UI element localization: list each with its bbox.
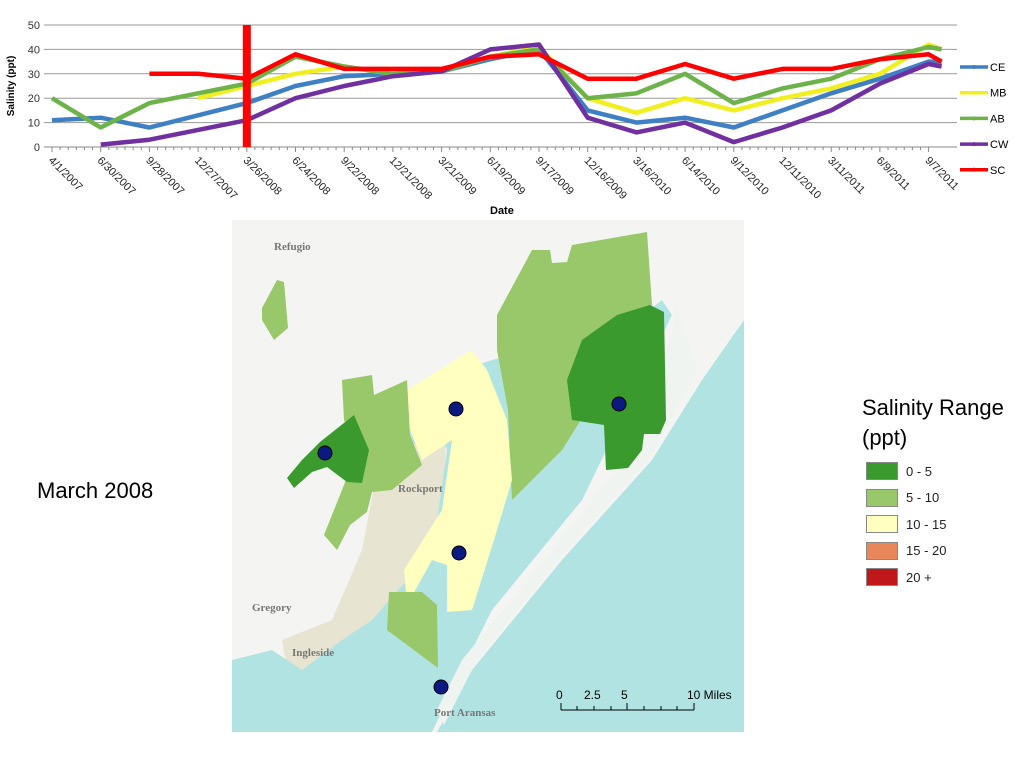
legend-label: 15 - 20 xyxy=(906,543,947,558)
date-marker-bar xyxy=(242,25,251,147)
legend-swatch xyxy=(866,462,898,480)
legend-marker xyxy=(972,65,976,69)
map-barrier-island xyxy=(437,305,697,725)
map-ocean xyxy=(437,320,744,732)
scale-label: 5 xyxy=(621,688,628,702)
zone-5-10-northwest xyxy=(262,280,288,340)
x-tick-label: 3/16/2010 xyxy=(630,155,673,198)
y-tick-label: 40 xyxy=(28,44,40,56)
place-ingleside: Ingleside xyxy=(292,647,334,659)
station-marker[interactable] xyxy=(611,396,627,412)
x-tick-label: 9/12/2010 xyxy=(728,155,771,198)
x-tick-label: 6/30/2007 xyxy=(95,155,138,198)
x-tick-label: 3/11/2011 xyxy=(825,155,867,197)
zone-5-10-south xyxy=(387,592,438,668)
x-tick-label: 9/7/2011 xyxy=(922,155,960,193)
scale-label: 10 Miles xyxy=(687,688,732,702)
y-tick-label: 30 xyxy=(28,69,40,81)
period-label: March 2008 xyxy=(37,478,154,503)
legend-marker xyxy=(972,142,976,147)
legend-label: 0 - 5 xyxy=(906,463,933,479)
x-tick-label: 3/21/2009 xyxy=(435,155,478,198)
legend-item: 10 - 15 xyxy=(866,515,946,533)
legend-entry: CW xyxy=(990,139,1009,151)
x-tick-label: 12/16/2009 xyxy=(582,155,629,202)
station-marker[interactable] xyxy=(317,445,333,461)
y-axis-label: Salinity (ppt) xyxy=(6,56,17,117)
zone-0-5-east xyxy=(567,305,666,470)
legend-swatch xyxy=(866,488,898,507)
station-marker[interactable] xyxy=(433,679,449,695)
zone-10-15-central xyxy=(404,350,512,612)
legend-entry: AB xyxy=(990,113,1005,125)
series-line-ce xyxy=(51,47,942,130)
x-tick-label: 6/24/2008 xyxy=(289,155,332,198)
place-port-aransas: Port Aransas xyxy=(434,707,496,719)
place-gregory: Gregory xyxy=(252,602,292,614)
legend-marker xyxy=(972,90,976,95)
x-tick-label: 4/1/2007 xyxy=(46,155,85,194)
x-tick-label: 3/26/2008 xyxy=(241,155,284,198)
x-tick-label: 12/21/2008 xyxy=(387,155,434,202)
y-tick-label: 0 xyxy=(34,142,40,154)
x-tick-label: 6/9/2011 xyxy=(874,155,912,193)
legend-label: 10 - 15 xyxy=(906,516,947,532)
legend-entry: MB xyxy=(990,88,1007,100)
legend-marker xyxy=(972,116,976,121)
legend-swatch xyxy=(866,515,898,533)
x-tick-label: 12/11/2010 xyxy=(776,155,823,202)
map-land-tan xyxy=(282,425,447,700)
series-line-sc xyxy=(149,52,943,81)
legend-swatch xyxy=(866,541,898,560)
station-marker[interactable] xyxy=(448,401,464,417)
scale-label: 2.5 xyxy=(584,688,601,702)
x-tick-label: 6/19/2009 xyxy=(484,155,527,198)
legend-item: 5 - 10 xyxy=(866,488,940,507)
x-tick-label: 12/27/2007 xyxy=(192,155,239,202)
series-line-cw xyxy=(100,42,943,147)
legend-entry: SC xyxy=(990,165,1005,177)
x-tick-label: 9/22/2008 xyxy=(338,155,381,198)
y-tick-label: 50 xyxy=(28,20,40,32)
salinity-time-series-chart: 0 10 20 30 40 50 Salinity (ppt) Date 4/1/2007 6/3… xyxy=(6,20,1009,217)
station-marker[interactable] xyxy=(451,545,467,561)
x-tick-label: 6/14/2010 xyxy=(679,155,722,198)
place-refugio: Refugio xyxy=(274,241,311,253)
zone-5-10-west xyxy=(324,375,422,550)
x-tick-label: 9/17/2009 xyxy=(533,155,576,198)
legend-item: 0 - 5 xyxy=(866,462,932,480)
y-tick-label: 10 xyxy=(28,118,40,130)
scale-bar xyxy=(560,703,695,711)
y-tick-label: 20 xyxy=(28,93,40,105)
legend-item: 15 - 20 xyxy=(866,541,947,560)
legend-entry: CE xyxy=(990,62,1005,74)
place-rockport: Rockport xyxy=(398,483,443,495)
legend-marker xyxy=(972,167,976,172)
x-tick-label: 9/28/2007 xyxy=(143,155,186,198)
legend-label: 5 - 10 xyxy=(906,490,940,505)
scale-label: 0 xyxy=(556,688,563,702)
series-line-ab xyxy=(50,44,943,130)
legend-label: 20 + xyxy=(906,569,932,585)
x-axis-label: Date xyxy=(490,205,514,217)
legend-item: 20 + xyxy=(866,568,932,586)
salinity-map: Refugio Rockport Gregory Ingleside Port … xyxy=(232,220,744,732)
legend-swatch xyxy=(866,568,898,586)
legend-title: Salinity Range (ppt) xyxy=(862,395,1004,450)
